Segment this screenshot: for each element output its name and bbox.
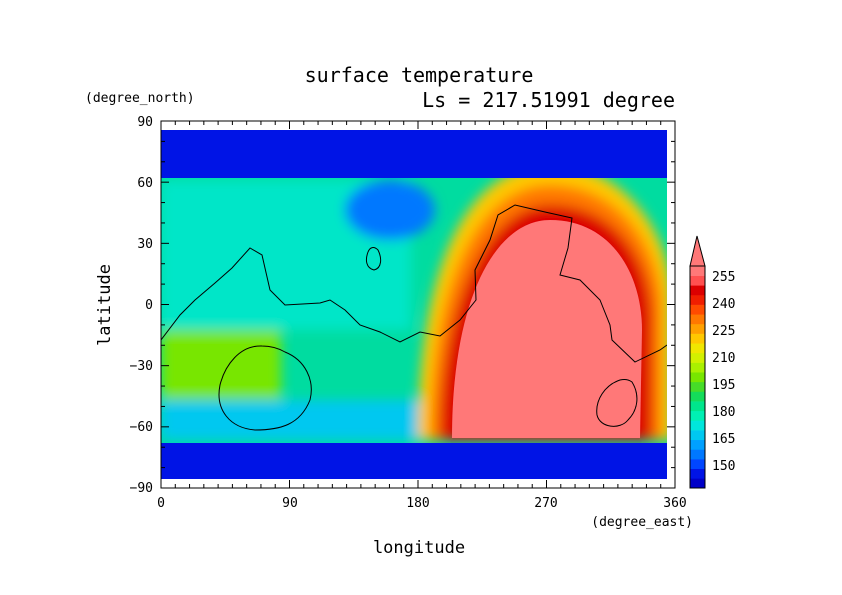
x-tick-label: 180 [406,496,429,511]
field-east-core [452,220,642,438]
x-tick-label: 270 [534,496,557,511]
x-tick-label: 360 [663,496,686,511]
colorbar-box [690,478,705,489]
colorbar-box [690,391,705,402]
colorbar-box [690,439,705,450]
colorbar-box [690,294,705,305]
colorbar-over-arrow [689,235,706,267]
colorbar-box [690,372,705,383]
colorbar-box [690,352,705,363]
colorbar-box [690,381,705,392]
colorbar-box [690,459,705,469]
colorbar-box [690,343,705,354]
colorbar-labels: 255 240 225 210 195 180 165 150 [712,270,735,474]
x-tick-label: 90 [282,496,298,511]
y-tick-label: 0 [145,298,153,313]
y-axis-title: latitude [95,264,115,346]
x-tick-labels: 0 90 180 270 360 [157,496,687,511]
colorbar-box [690,449,705,460]
colorbar-box [690,314,705,325]
colorbar-box [690,410,705,421]
x-axis-title: longitude [373,538,465,558]
contour-line-small-island [365,247,382,271]
y-tick-label: 60 [137,176,153,191]
field-blue-patch [345,180,435,240]
colorbar-label: 165 [712,432,735,447]
y-tick-labels: 90 60 30 0 −30 −60 −90 [130,115,153,496]
y-unit-label: (degree_north) [85,91,195,106]
colorbar-box [690,304,705,315]
chart-subtitle: Ls = 217.51991 degree [422,88,675,112]
contour-line-main [161,204,667,363]
y-tick-label: −90 [130,481,153,496]
colorbar-label: 150 [712,459,735,474]
colorbar-box [690,285,705,296]
colorbar-label: 255 [712,270,735,285]
colorbar-box [690,401,705,412]
colorbar-label: 195 [712,378,735,393]
field-north-polar-band [161,130,667,178]
contour-line-east-basin [596,378,638,427]
field-south-polar-band [161,443,667,479]
colorbar-label: 210 [712,351,735,366]
y-tick-label: 30 [137,237,153,252]
colorbar-label: 240 [712,297,735,312]
colorbar-box [690,275,705,286]
y-tick-label: 90 [137,115,153,130]
x-unit-label: (degree_east) [591,515,693,530]
field-south-band [161,400,421,440]
colorbar-box [690,266,705,276]
colorbar-box [690,323,705,334]
colorbar-box [690,362,705,373]
colorbar-box [690,430,705,441]
colorbar-frame [689,265,706,489]
colorbar-label: 225 [712,324,735,339]
colorbar-box [690,420,705,431]
colorbar-box [690,333,705,344]
colorbar-label: 180 [712,405,735,420]
colorbar-boxes [690,266,705,489]
y-tick-label: −60 [130,420,153,435]
colorbar-box [690,468,705,479]
chart-title: surface temperature [305,63,534,87]
contour-line-west-basin [218,345,312,431]
temperature-field [161,130,667,479]
colorbar: 255 240 225 210 195 180 165 150 [689,235,735,489]
x-tick-label: 0 [157,496,165,511]
y-tick-label: −30 [130,359,153,374]
axis-ticks [160,120,676,489]
